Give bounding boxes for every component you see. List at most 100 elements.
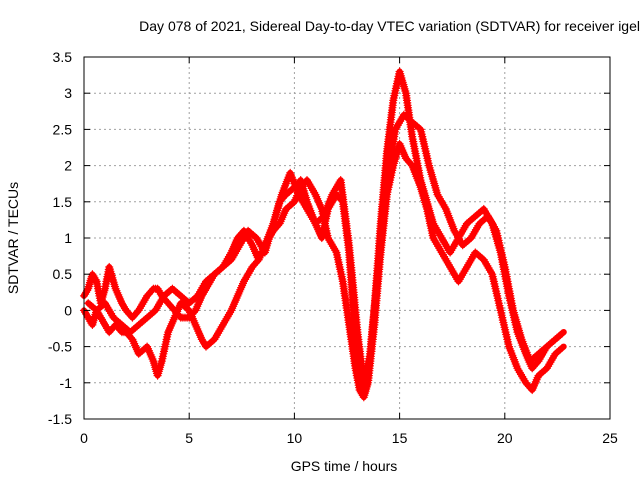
x-tick-label: 10 [287, 430, 303, 446]
data-point [523, 380, 529, 386]
data-point [199, 336, 205, 342]
data-point [85, 300, 91, 306]
series-line [85, 111, 567, 386]
data-point [409, 119, 415, 125]
data-point [123, 307, 129, 313]
data-point [262, 249, 268, 256]
data-point [249, 264, 255, 270]
data-point [249, 242, 255, 248]
data-point [481, 206, 487, 212]
data-point [296, 191, 302, 198]
x-axis-label: GPS time / hours [291, 458, 398, 474]
data-point [159, 358, 165, 364]
data-point [152, 307, 159, 313]
data-point [430, 220, 436, 227]
x-tick-label: 20 [497, 430, 513, 446]
data-point [384, 148, 390, 154]
series-trace-a [79, 139, 567, 402]
y-tick-label: 0 [64, 302, 72, 318]
data-point [161, 293, 167, 299]
data-point [439, 249, 445, 256]
y-tick-label: 1 [64, 230, 72, 246]
y-tick-label: 2 [64, 158, 72, 174]
data-point [439, 235, 445, 241]
data-point [397, 68, 403, 75]
data-point [312, 191, 319, 198]
data-point [384, 177, 390, 183]
data-point [186, 300, 192, 306]
data-point [519, 336, 525, 342]
data-point [245, 228, 251, 234]
data-point [186, 315, 192, 321]
data-point [321, 213, 327, 219]
chart-title: Day 078 of 2021, Sidereal Day-to-day VTE… [139, 18, 640, 34]
data-point [544, 344, 550, 350]
data-point [112, 286, 119, 292]
data-point [403, 90, 409, 96]
data-point [228, 307, 234, 313]
data-point [165, 329, 171, 335]
y-tick-label: -0.5 [48, 339, 72, 355]
data-point [211, 336, 218, 342]
data-point [136, 307, 142, 313]
data-point [443, 206, 449, 212]
data-point [472, 213, 478, 219]
x-tick-label: 25 [602, 430, 618, 446]
data-point [89, 322, 96, 328]
data-point [561, 344, 567, 350]
data-point [234, 235, 241, 241]
y-tick-label: -1 [60, 375, 73, 391]
data-point [304, 177, 310, 183]
data-point [354, 329, 361, 335]
data-point [464, 264, 470, 270]
y-tick-label: 2.5 [53, 121, 73, 137]
data-point [418, 177, 424, 183]
y-tick-label: 0.5 [53, 266, 73, 282]
data-point [220, 264, 226, 270]
data-point [178, 315, 184, 321]
data-point [102, 286, 108, 292]
y-tick-label: 1.5 [53, 194, 73, 210]
data-point [203, 278, 209, 285]
data-point [390, 97, 396, 104]
data-point [464, 220, 470, 227]
data-point [203, 344, 209, 350]
series-trace-b [79, 67, 567, 395]
data-point [497, 307, 504, 313]
data-point [451, 228, 457, 234]
y-tick-label: 3.5 [53, 49, 73, 65]
data-point [291, 199, 297, 205]
data-point [361, 394, 367, 400]
data-point [171, 307, 178, 313]
data-point [144, 344, 150, 350]
data-point [144, 315, 150, 321]
data-point [346, 322, 352, 328]
x-tick-label: 5 [185, 430, 193, 446]
data-point [346, 242, 352, 248]
data-point [561, 329, 567, 335]
data-point [129, 336, 135, 342]
axis-ticks [83, 56, 611, 420]
data-point [129, 315, 135, 321]
data-point [150, 286, 157, 292]
data-point [228, 257, 234, 263]
data-point [270, 220, 276, 227]
data-point [98, 315, 104, 321]
data-point [544, 365, 550, 371]
data-point [392, 126, 398, 132]
data-point [136, 322, 142, 328]
data-point [430, 235, 436, 241]
data-point [85, 315, 91, 321]
data-point [409, 134, 415, 140]
data-point [241, 278, 247, 285]
data-point [85, 286, 91, 292]
data-point [455, 278, 462, 285]
data-point [493, 228, 499, 234]
data-point [319, 235, 325, 241]
data-point [155, 286, 161, 292]
data-point [502, 264, 508, 270]
data-point [424, 199, 430, 205]
data-point [514, 365, 521, 371]
y-tick-label: 3 [64, 85, 72, 101]
data-point [403, 155, 409, 161]
